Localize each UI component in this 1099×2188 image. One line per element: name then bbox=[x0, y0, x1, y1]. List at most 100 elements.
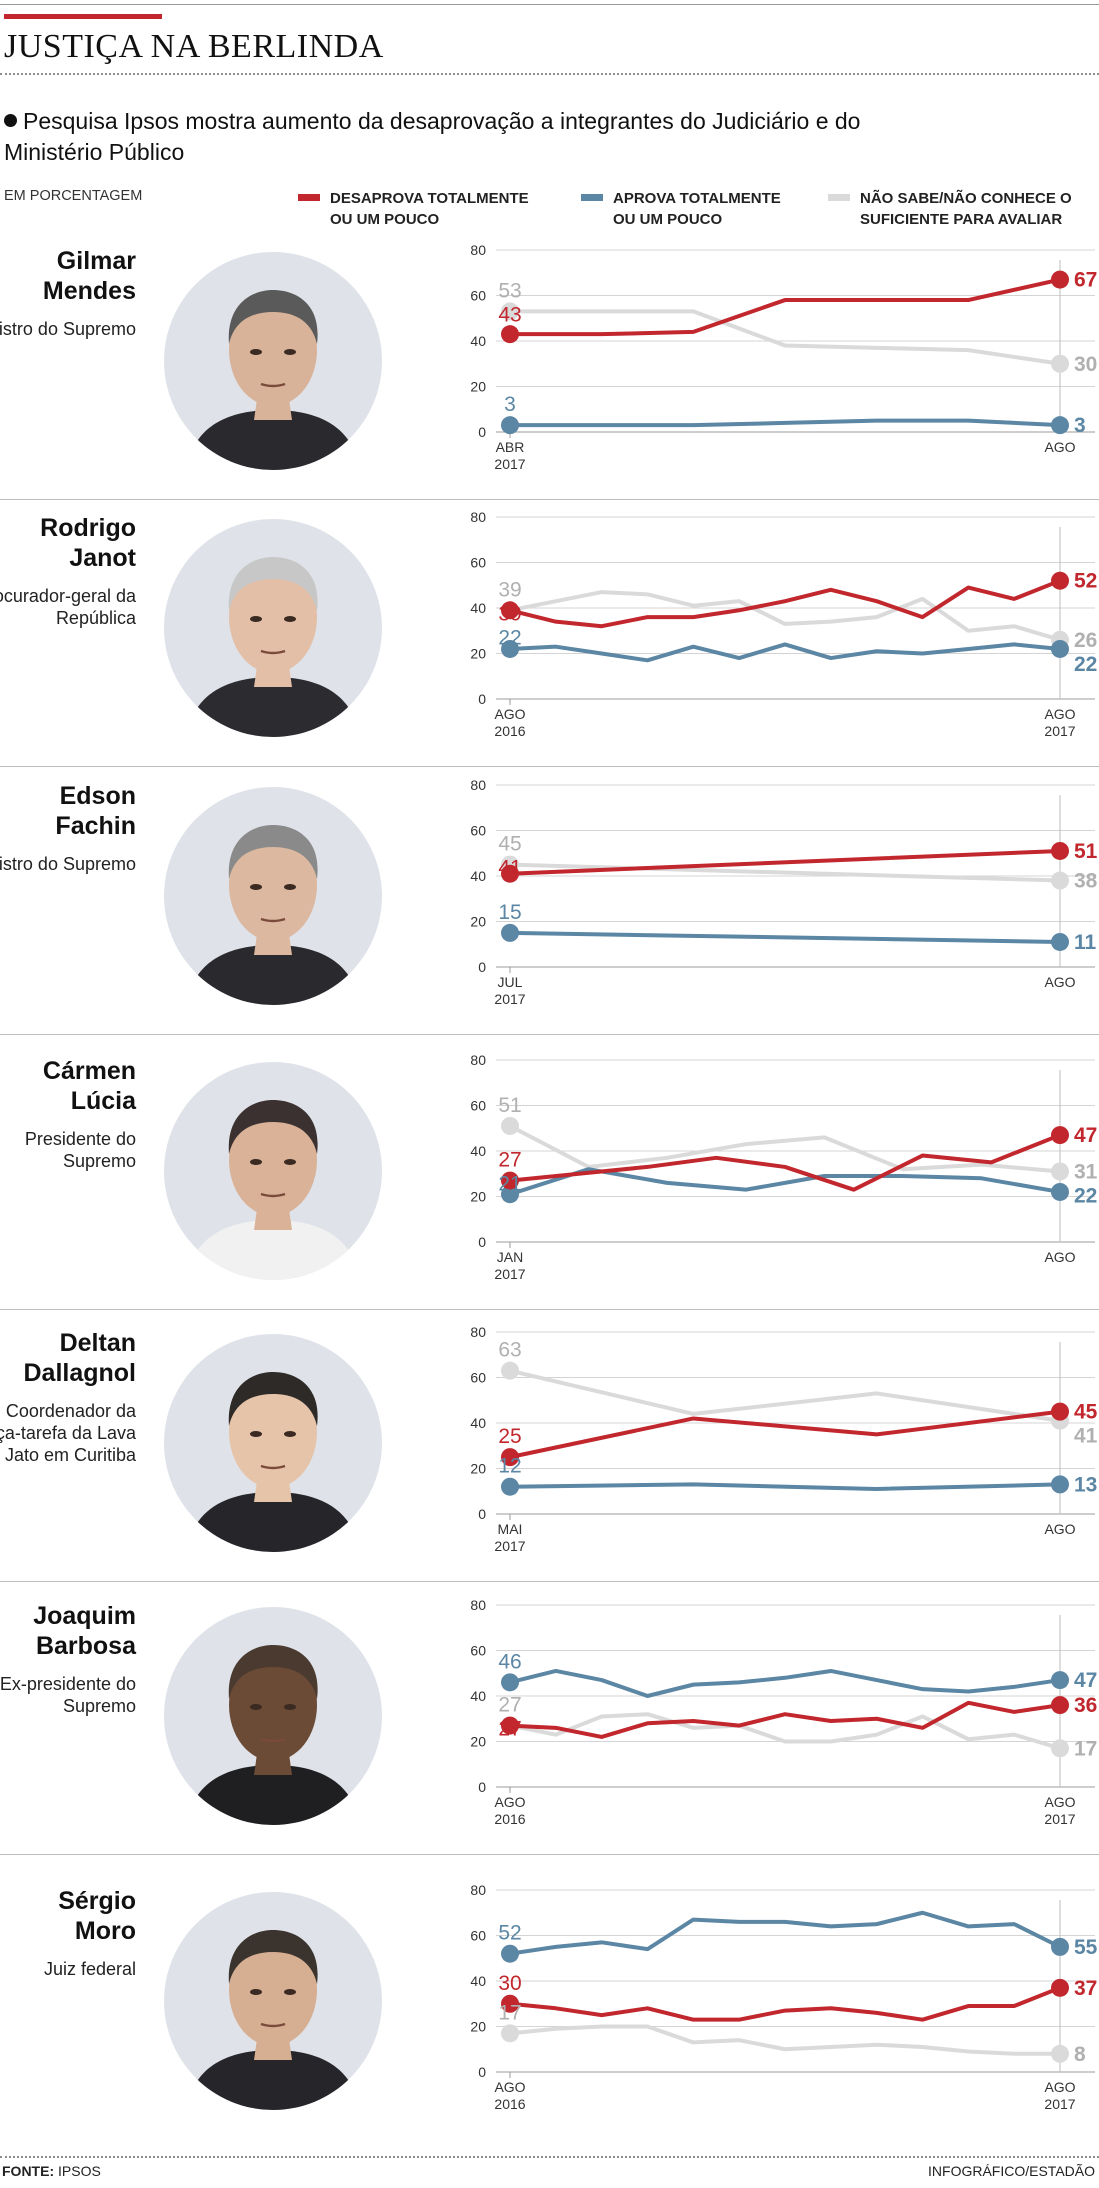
x-start-label: JUL 2017 bbox=[494, 974, 525, 1007]
end-value-label-approve: 22 bbox=[1074, 1184, 1097, 1207]
series-line-approve bbox=[508, 1482, 1062, 1491]
panel-divider bbox=[0, 1309, 1099, 1310]
line-chart: 0 20 40 60 80 AGO 2016 AGO 2017 46 27 27 47 36 17 bbox=[460, 1585, 1099, 1850]
end-point-unknown bbox=[1051, 1162, 1069, 1181]
person-name: Deltan Dallagnol bbox=[23, 1329, 136, 1387]
end-value-label-disapprove: 37 bbox=[1074, 1977, 1097, 2000]
legend-swatch-approve bbox=[581, 194, 603, 201]
series-line-disapprove bbox=[508, 1409, 1062, 1460]
start-value-label-approve: 3 bbox=[504, 393, 516, 416]
person-role: Ministro do Supremo bbox=[0, 319, 136, 339]
start-value-label-disapprove: 25 bbox=[498, 1425, 521, 1448]
x-start-label: AGO 2016 bbox=[494, 2079, 525, 2112]
series-line-disapprove bbox=[508, 277, 1062, 337]
y-tick-label: 60 bbox=[470, 823, 486, 839]
person-panel: Sérgio Moro Juiz federal 0 20 40 60 80 AGO 2016 AG… bbox=[0, 1870, 1099, 2140]
legend-label-unknown-line2: SUFICIENTE PARA AVALIAR bbox=[860, 211, 1063, 228]
start-point-approve bbox=[501, 923, 519, 942]
start-point-disapprove bbox=[501, 601, 519, 620]
series-line-unknown bbox=[508, 1123, 1062, 1174]
end-point-approve bbox=[1051, 416, 1069, 435]
start-point-disapprove bbox=[501, 325, 519, 344]
subtitle: Pesquisa Ipsos mostra aumento da desapro… bbox=[4, 106, 904, 168]
y-tick-label: 0 bbox=[478, 691, 486, 707]
end-value-label-unknown: 17 bbox=[1074, 1737, 1097, 1760]
y-tick-label: 20 bbox=[470, 1189, 486, 1205]
end-value-label-unknown: 31 bbox=[1074, 1160, 1098, 1183]
start-point-disapprove bbox=[501, 864, 519, 883]
series-line-unknown bbox=[508, 590, 1062, 642]
person-role: Coordenador da força-tarefa da Lava Jato… bbox=[0, 1401, 136, 1465]
start-value-label-disapprove: 43 bbox=[498, 303, 521, 326]
y-tick-label: 0 bbox=[478, 2064, 486, 2080]
end-value-label-approve: 22 bbox=[1074, 653, 1097, 676]
start-value-label-disapprove: 27 bbox=[498, 1718, 521, 1741]
source-label: FONTE: bbox=[2, 2163, 55, 2179]
end-value-label-unknown: 8 bbox=[1074, 2043, 1086, 2066]
y-tick-label: 0 bbox=[478, 1779, 486, 1795]
start-point-disapprove bbox=[501, 1994, 519, 2013]
y-tick-label: 40 bbox=[470, 868, 486, 884]
panel-divider bbox=[0, 1854, 1099, 1855]
start-point-approve bbox=[501, 416, 519, 435]
end-value-label-disapprove: 45 bbox=[1074, 1401, 1098, 1424]
person-name: Sérgio Moro bbox=[58, 1887, 136, 1945]
series-line-unknown bbox=[508, 1712, 1062, 1751]
end-value-label-approve: 13 bbox=[1074, 1473, 1097, 1496]
end-point-disapprove bbox=[1051, 1978, 1069, 1997]
legend-item-unknown: NÃO SABE/NÃO CONHECE O SUFICIENTE PARA A… bbox=[828, 188, 1072, 230]
line-chart: 0 20 40 60 80 AGO 2016 AGO 2017 39 39 22 52 26 22 bbox=[460, 497, 1099, 762]
start-point-disapprove bbox=[501, 1171, 519, 1190]
y-tick-label: 60 bbox=[470, 1643, 486, 1659]
y-tick-label: 80 bbox=[470, 509, 486, 525]
start-value-label-unknown: 27 bbox=[498, 1694, 521, 1717]
y-tick-label: 40 bbox=[470, 1973, 486, 1989]
chart-svg: 0 20 40 60 80 AGO 2016 AGO 2017 52 30 17 55 37 8 bbox=[470, 1882, 1098, 2112]
end-point-approve bbox=[1051, 639, 1069, 658]
source-note: FONTE: IPSOS bbox=[2, 2163, 101, 2179]
start-value-label-approve: 22 bbox=[498, 626, 521, 649]
panel-divider bbox=[0, 499, 1099, 500]
x-start-label: AGO 2016 bbox=[494, 706, 525, 739]
legend-label-disapprove-line2: OU UM POUCO bbox=[330, 211, 440, 228]
start-value-label-unknown: 63 bbox=[498, 1339, 521, 1362]
start-value-label-disapprove: 30 bbox=[498, 1972, 521, 1995]
line-chart: 0 20 40 60 80 MAI 2017 AGO 63 25 12 45 41 13 bbox=[460, 1312, 1099, 1577]
end-value-label-approve: 55 bbox=[1074, 1936, 1098, 1959]
legend-label-disapprove-line1: DESAPROVA TOTALMENTE bbox=[330, 190, 529, 207]
series-line-disapprove bbox=[508, 1700, 1062, 1739]
y-tick-label: 80 bbox=[470, 1052, 486, 1068]
x-end-label: AGO bbox=[1044, 1521, 1075, 1537]
page-title: JUSTIÇA NA BERLINDA bbox=[4, 28, 384, 65]
x-end-label: AGO 2017 bbox=[1044, 2079, 1075, 2112]
x-end-label: AGO 2017 bbox=[1044, 706, 1075, 739]
portrait-joaquim-barbosa bbox=[164, 1607, 382, 1825]
end-value-label-unknown: 30 bbox=[1074, 353, 1097, 376]
y-tick-label: 20 bbox=[470, 646, 486, 662]
accent-bar bbox=[4, 14, 162, 19]
y-tick-label: 60 bbox=[470, 555, 486, 571]
series-line-disapprove bbox=[508, 1985, 1062, 2022]
legend-label-approve-line2: OU UM POUCO bbox=[613, 211, 723, 228]
y-tick-label: 60 bbox=[470, 288, 486, 304]
end-value-label-unknown: 41 bbox=[1074, 1425, 1098, 1448]
y-tick-label: 40 bbox=[470, 1415, 486, 1431]
start-point-approve bbox=[501, 1944, 519, 1963]
y-tick-label: 60 bbox=[470, 1098, 486, 1114]
x-end-label: AGO bbox=[1044, 1249, 1075, 1265]
end-value-label-unknown: 26 bbox=[1074, 629, 1097, 652]
series-line-disapprove bbox=[508, 848, 1062, 876]
start-value-label-approve: 12 bbox=[498, 1455, 521, 1478]
y-tick-label: 0 bbox=[478, 424, 486, 440]
end-point-disapprove bbox=[1051, 1402, 1069, 1421]
legend-swatch-unknown bbox=[828, 194, 850, 201]
start-value-label-approve: 46 bbox=[498, 1650, 521, 1673]
y-tick-label: 20 bbox=[470, 379, 486, 395]
x-start-label: ABR 2017 bbox=[494, 439, 525, 472]
start-point-unknown bbox=[501, 1116, 519, 1135]
